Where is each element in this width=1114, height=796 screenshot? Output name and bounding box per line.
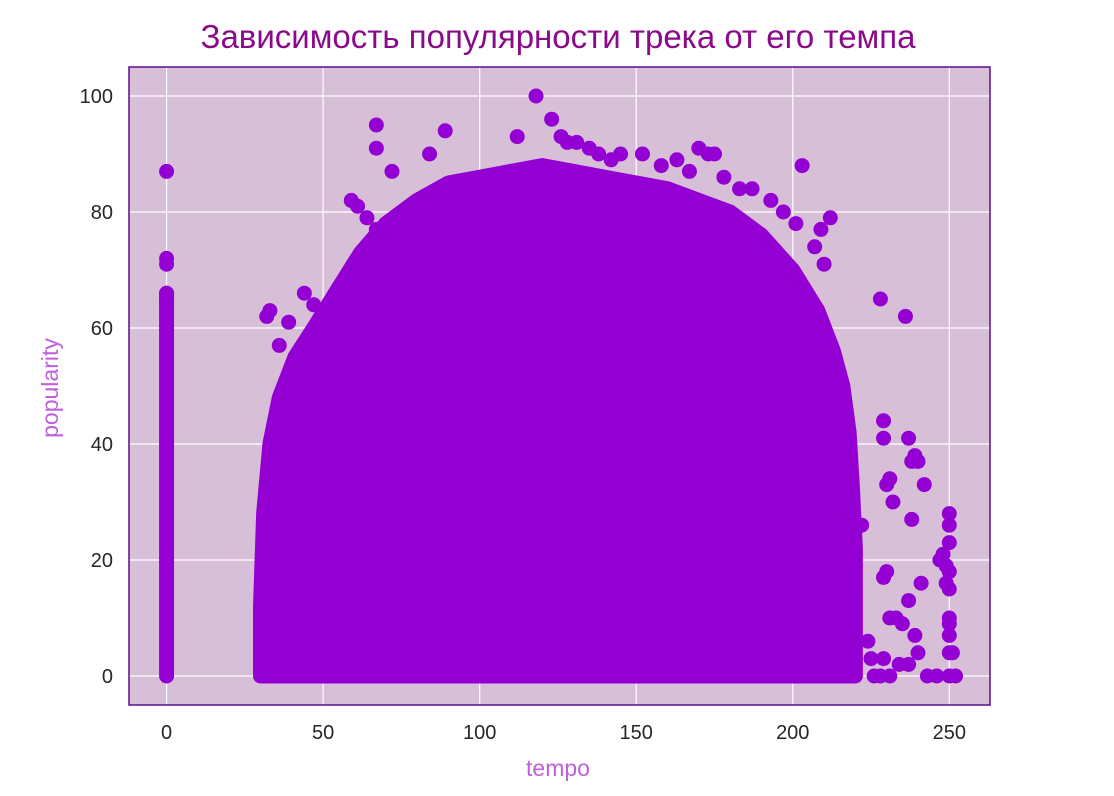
scatter-point [876,651,892,667]
scatter-point [669,152,685,168]
scatter-point [681,163,697,179]
scatter-point [904,511,920,527]
scatter-point [569,134,585,150]
scatter-point [941,627,957,643]
scatter-point [794,158,810,174]
scatter-point [281,314,297,330]
scatter-point [384,163,400,179]
scatter-point [271,337,287,353]
scatter-point [634,146,650,162]
scatter-point [941,535,957,551]
scatter-point [350,198,366,214]
scatter-point [544,111,560,127]
y-tick-label: 100 [80,86,113,108]
scatter-point [732,181,748,197]
scatter-point [882,668,898,684]
scatter-point [935,546,951,562]
scatter-point [368,221,384,237]
scatter-point [910,645,926,661]
scatter-point [775,204,791,220]
x-axis-label: tempo [526,755,590,781]
chart-title: Зависимость популярности трека от его те… [201,18,917,55]
scatter-point [941,581,957,597]
scatter-point [941,506,957,522]
scatter-point [916,477,932,493]
y-axis-label: popularity [37,338,63,438]
scatter-point [296,285,312,301]
x-tick-label: 200 [776,722,809,744]
scatter-point [929,668,945,684]
scatter-point [359,210,375,226]
scatter-point [807,239,823,255]
scatter-point [913,575,929,591]
scatter-point [876,413,892,429]
scatter-point [882,471,898,487]
scatter-point [854,517,870,533]
x-axis-ticks: 0 50 100 150 200 250 [161,722,966,744]
scatter-point [422,146,438,162]
scatter-point [876,569,892,585]
scatter-point [948,668,964,684]
scatter-point [528,88,544,104]
x-tick-label: 100 [463,722,496,744]
x-tick-label: 250 [933,722,966,744]
scatter-point [897,308,913,324]
scatter-point [368,117,384,133]
x-tick-label: 150 [620,722,653,744]
scatter-dense-region [252,158,863,684]
scatter-point [788,216,804,232]
scatter-point [653,158,669,174]
scatter-point [863,651,879,667]
scatter-point [591,146,607,162]
scatter-point [368,140,384,156]
y-tick-label: 60 [91,318,113,340]
scatter-point [872,291,888,307]
y-tick-label: 0 [102,666,113,688]
scatter-point [306,297,322,313]
scatter-point [941,616,957,632]
scatter-point [901,593,917,609]
y-axis-ticks: 0 20 40 60 80 100 [80,86,113,688]
data-layer [159,88,964,684]
x-tick-label: 50 [312,722,334,744]
scatter-point [159,291,175,307]
plot-frame [128,66,991,706]
scatter-point [744,181,760,197]
scatter-point [941,564,957,580]
scatter-point [944,645,960,661]
scatter-point [876,430,892,446]
scatter-point [907,448,923,464]
scatter-point [262,303,278,319]
scatter-point [437,123,453,139]
scatter-point [159,256,175,272]
scatter-point [159,163,175,179]
y-tick-label: 80 [91,202,113,224]
scatter-point [822,210,838,226]
scatter-point [907,627,923,643]
scatter-point [816,256,832,272]
x-tick-label: 0 [161,722,172,744]
scatter-point [901,656,917,672]
scatter-point [763,192,779,208]
scatter-point [716,169,732,185]
scatter-point [706,146,722,162]
y-tick-label: 40 [91,434,113,456]
scatter-point [813,221,829,237]
scatter-point [894,616,910,632]
y-tick-label: 20 [91,550,113,572]
scatter-point [509,129,525,145]
scatter-point [941,517,957,533]
scatter-point [885,494,901,510]
scatter-point [901,430,917,446]
scatter-point [613,146,629,162]
scatter-point [860,633,876,649]
